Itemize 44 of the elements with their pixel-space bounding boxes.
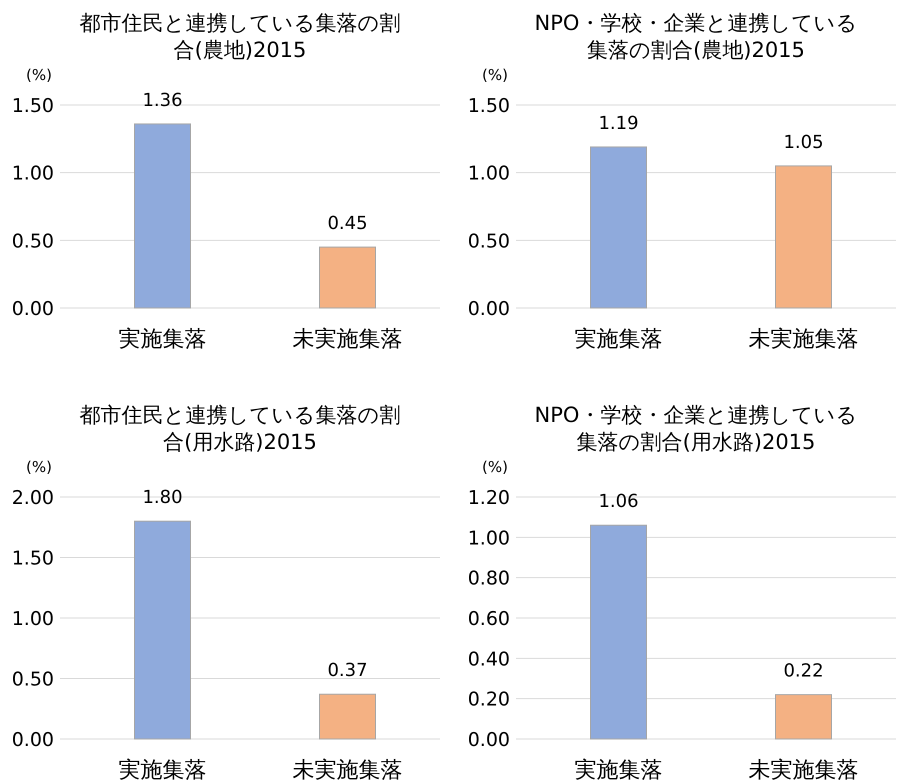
data-label: 1.19 xyxy=(598,112,639,134)
x-tick-label: 未実施集落 xyxy=(748,327,858,352)
chart-title: 都市住民と連携している集落の割合(農地)2015 xyxy=(80,11,400,62)
data-label: 0.37 xyxy=(327,660,368,682)
x-tick-label: 実施集落 xyxy=(118,758,206,783)
y-tick-label: 0.50 xyxy=(468,230,510,252)
y-axis-title: (%) xyxy=(482,458,508,476)
data-label: 0.22 xyxy=(783,660,824,682)
y-tick-label: 1.50 xyxy=(12,95,54,117)
data-label: 0.45 xyxy=(327,213,368,234)
y-tick-label: 1.00 xyxy=(468,527,510,550)
chart-title: 都市住民と連携している集落の割合(用水路)2015 xyxy=(80,403,400,454)
y-tick-label: 1.00 xyxy=(468,162,510,185)
x-tick-label: 実施集落 xyxy=(574,758,662,783)
y-tick-label: 0.00 xyxy=(12,298,54,320)
x-tick-label: 未実施集落 xyxy=(292,758,402,783)
y-tick-label: 0.50 xyxy=(12,230,54,252)
data-label: 1.05 xyxy=(783,132,824,153)
x-tick-label: 実施集落 xyxy=(574,327,662,352)
y-axis-title: (%) xyxy=(26,458,52,476)
x-tick-label: 未実施集落 xyxy=(292,327,402,352)
y-tick-label: 0.50 xyxy=(12,668,54,690)
x-tick-label: 未実施集落 xyxy=(748,758,858,783)
chart-title: NPO・学校・企業と連携している集落の割合(用水路)2015 xyxy=(534,403,858,454)
y-axis-title: (%) xyxy=(482,66,508,84)
y-tick-label: 0.20 xyxy=(468,688,510,711)
y-tick-label: 0.00 xyxy=(468,729,510,751)
y-tick-label: 1.00 xyxy=(12,162,54,185)
chart-title: NPO・学校・企業と連携している集落の割合(農地)2015 xyxy=(534,11,858,62)
y-tick-label: 1.50 xyxy=(468,95,510,117)
data-label: 1.36 xyxy=(142,90,183,111)
y-axis-title: (%) xyxy=(26,66,52,84)
y-tick-label: 0.00 xyxy=(12,729,54,751)
y-tick-label: 0.80 xyxy=(468,568,510,590)
y-tick-label: 1.20 xyxy=(468,487,510,509)
data-label: 1.06 xyxy=(598,491,639,512)
y-tick-label: 1.00 xyxy=(12,608,54,630)
y-tick-label: 0.00 xyxy=(468,298,510,320)
x-tick-label: 実施集落 xyxy=(118,327,206,352)
data-label: 1.80 xyxy=(142,487,183,508)
y-tick-label: 0.60 xyxy=(468,608,510,630)
y-tick-label: 1.50 xyxy=(12,548,54,570)
y-tick-label: 0.40 xyxy=(468,648,510,670)
y-tick-label: 2.00 xyxy=(12,487,54,509)
